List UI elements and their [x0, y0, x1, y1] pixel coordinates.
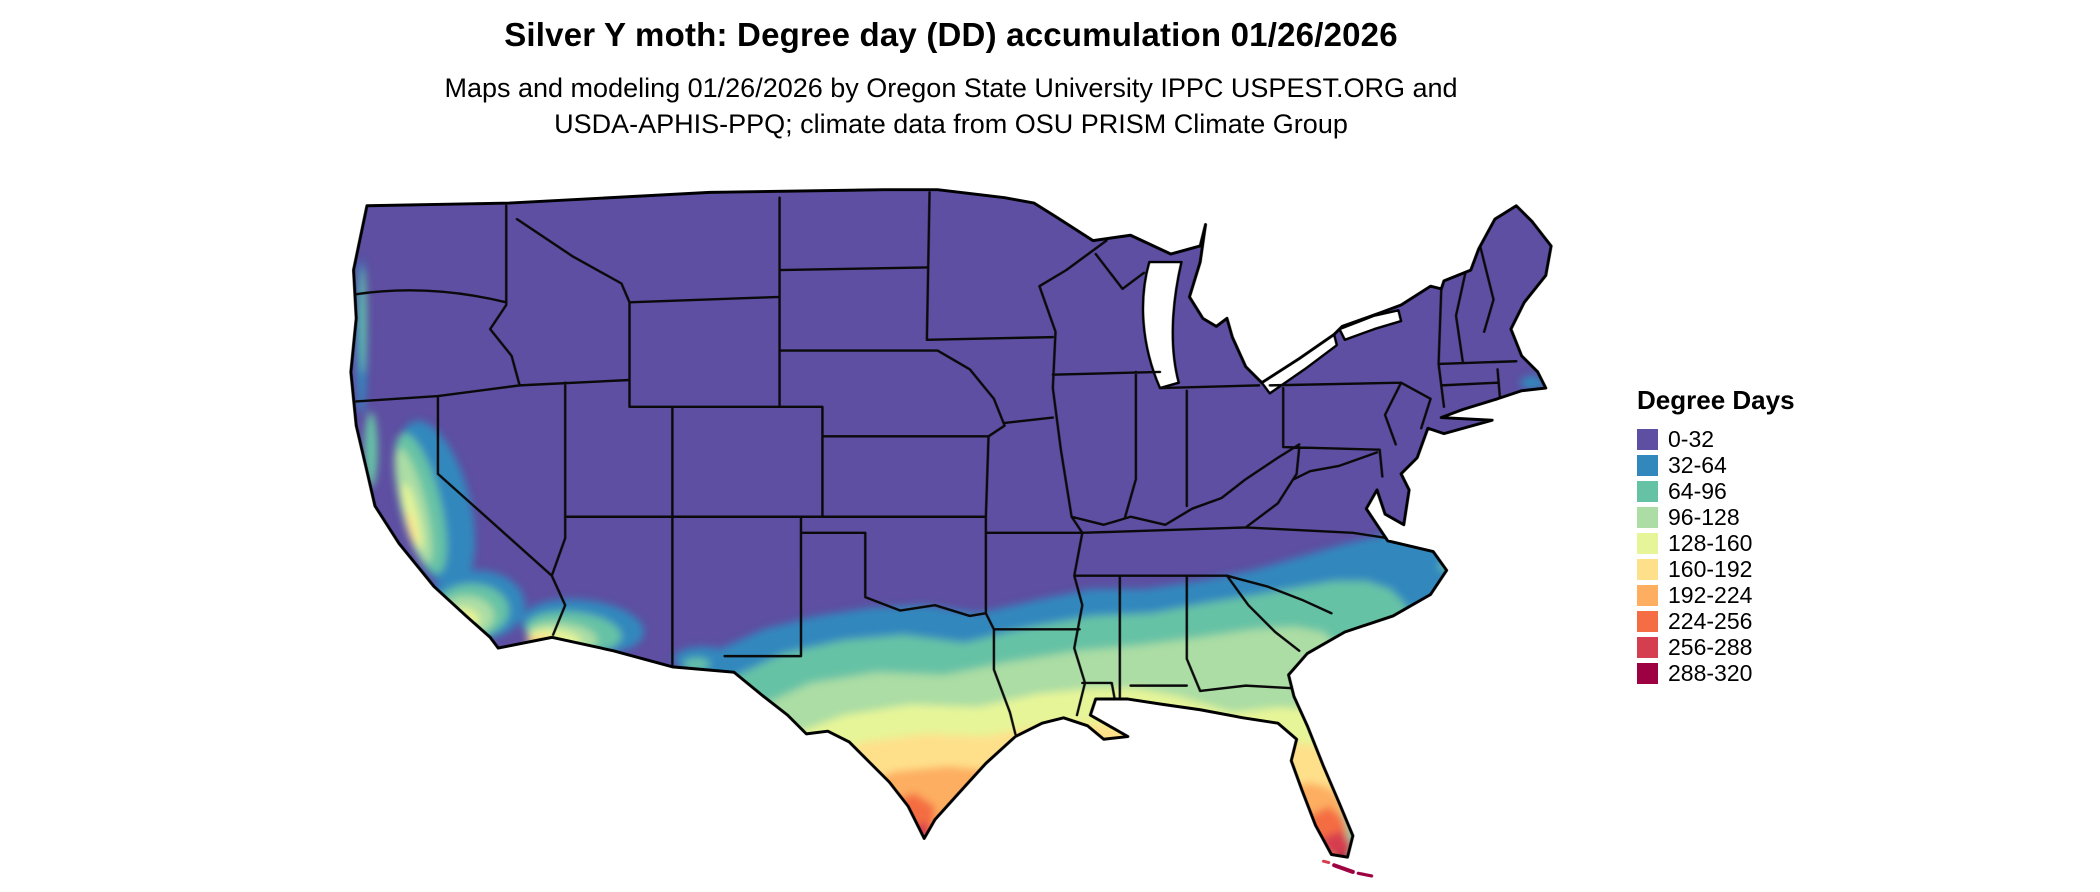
header: Silver Y moth: Degree day (DD) accumulat… — [0, 16, 1902, 142]
legend-item: 160-192 — [1637, 556, 1795, 582]
legend-swatch — [1637, 610, 1658, 632]
map-svg — [349, 188, 1553, 878]
legend-swatch — [1637, 558, 1658, 580]
map-outline — [349, 188, 1553, 859]
map-fill-layer — [350, 189, 1552, 858]
florida-keys — [1321, 859, 1374, 878]
legend-item: 64-96 — [1637, 478, 1795, 504]
legend-swatch — [1637, 506, 1658, 528]
legend-item: 32-64 — [1637, 452, 1795, 478]
map-lakes — [1141, 260, 1403, 395]
legend-item-label: 192-224 — [1668, 582, 1753, 608]
legend-item: 192-224 — [1637, 582, 1795, 608]
legend-swatch — [1637, 662, 1658, 684]
subtitle-line-1: Maps and modeling 01/26/2026 by Oregon S… — [444, 73, 1458, 103]
subtitle-line-2: USDA-APHIS-PPQ; climate data from OSU PR… — [554, 109, 1348, 139]
legend-item-label: 128-160 — [1668, 530, 1753, 556]
map-subtitle: Maps and modeling 01/26/2026 by Oregon S… — [0, 70, 1902, 142]
legend-swatch — [1637, 480, 1658, 502]
legend-title: Degree Days — [1637, 385, 1795, 415]
legend-swatch — [1637, 532, 1658, 554]
legend-item-label: 288-320 — [1668, 660, 1753, 686]
legend-swatch — [1637, 636, 1658, 658]
legend-item-label: 160-192 — [1668, 556, 1753, 582]
legend-items: 0-32 32-64 64-96 96-128 128-160 160-192 192-22… — [1637, 426, 1795, 686]
legend-swatch — [1637, 428, 1658, 450]
legend-swatch — [1637, 454, 1658, 476]
legend-item: 96-128 — [1637, 504, 1795, 530]
legend-item-label: 256-288 — [1668, 634, 1753, 660]
legend-item: 224-256 — [1637, 608, 1795, 634]
us-degree-day-map — [308, 187, 1594, 884]
legend-item-label: 0-32 — [1668, 426, 1715, 452]
map-title: Silver Y moth: Degree day (DD) accumulat… — [504, 16, 1398, 53]
legend-item: 288-320 — [1637, 660, 1795, 686]
legend-item-label: 32-64 — [1668, 452, 1727, 478]
legend-item: 128-160 — [1637, 530, 1795, 556]
legend-swatch — [1637, 584, 1658, 606]
legend-item-label: 224-256 — [1668, 608, 1753, 634]
legend-item-label: 96-128 — [1668, 504, 1740, 530]
legend-item: 256-288 — [1637, 634, 1795, 660]
legend-item: 0-32 — [1637, 426, 1795, 452]
legend: Degree Days 0-32 32-64 64-96 96-128 128-160 1… — [1637, 385, 1795, 686]
lake-michigan — [1141, 260, 1183, 390]
legend-item-label: 64-96 — [1668, 478, 1727, 504]
map-state-borders — [355, 191, 1518, 736]
